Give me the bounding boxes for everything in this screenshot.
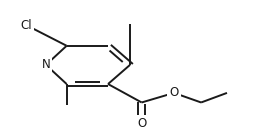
Text: O: O xyxy=(137,117,146,130)
Text: N: N xyxy=(42,58,50,71)
Text: O: O xyxy=(169,86,179,99)
Text: Cl: Cl xyxy=(21,19,32,32)
